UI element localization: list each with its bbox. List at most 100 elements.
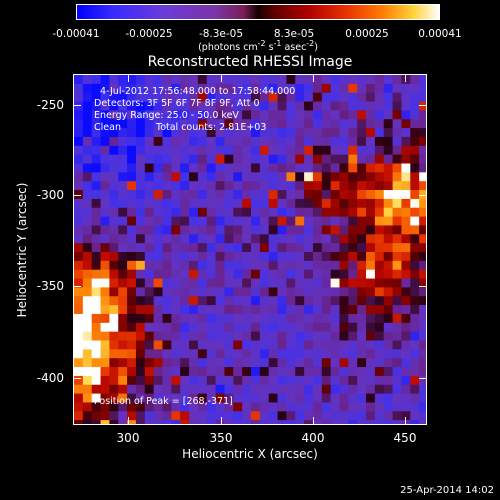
heatmap-cell — [286, 234, 296, 244]
heatmap-cell — [197, 260, 208, 271]
heatmap-cell — [295, 252, 305, 262]
axis-tick-mark — [221, 417, 222, 425]
heatmap-cell — [304, 198, 314, 209]
heatmap-cell — [277, 243, 287, 253]
heatmap-cell — [153, 287, 163, 297]
heatmap-cell — [277, 207, 287, 217]
heatmap-cell — [330, 420, 340, 424]
heatmap-cell — [144, 260, 155, 271]
heatmap-cell — [366, 181, 376, 191]
heatmap-cell — [135, 198, 146, 209]
heatmap-cell — [100, 367, 110, 377]
heatmap-cell — [91, 305, 101, 315]
heatmap-cell — [135, 420, 146, 424]
heatmap-cell — [251, 154, 261, 164]
heatmap-cell — [206, 172, 216, 182]
heatmap-cell — [259, 313, 270, 324]
heatmap-cell — [197, 216, 208, 226]
heatmap-cell — [330, 375, 340, 386]
heatmap-cell — [162, 269, 172, 279]
heatmap-cell — [277, 119, 287, 129]
heatmap-cell — [118, 154, 128, 164]
heatmap-cell — [127, 393, 137, 403]
heatmap-cell — [251, 119, 261, 129]
heatmap-cell — [206, 278, 216, 288]
heatmap-cell — [304, 402, 314, 412]
heatmap-cell — [366, 110, 376, 120]
heatmap-cell — [189, 181, 199, 191]
heatmap-cell — [277, 420, 287, 424]
heatmap-cell — [135, 92, 146, 102]
heatmap-cell — [392, 305, 402, 315]
heatmap-cell — [321, 92, 332, 102]
heatmap-cell — [233, 260, 243, 271]
heatmap-cell — [180, 128, 190, 138]
heatmap-cell — [224, 154, 234, 164]
heatmap-cell — [339, 322, 349, 333]
heatmap-cell — [366, 101, 376, 111]
heatmap-cell — [162, 411, 172, 421]
heatmap-cell — [410, 331, 420, 341]
heatmap-cell — [189, 75, 199, 85]
y-axis-label: Heliocentric Y (arcsec) — [15, 182, 29, 318]
heatmap-cell — [162, 172, 172, 182]
heatmap-cell — [180, 384, 190, 394]
heatmap-cell — [268, 172, 278, 182]
heatmap-cell — [206, 207, 216, 217]
heatmap-cell — [410, 136, 420, 147]
heatmap-image — [74, 75, 426, 424]
heatmap-cell — [374, 190, 385, 200]
heatmap-cell — [197, 322, 208, 333]
heatmap-cell — [233, 340, 243, 350]
heatmap-cell — [109, 207, 119, 217]
axis-tick-mark — [405, 417, 406, 425]
heatmap-cell — [251, 367, 261, 377]
heatmap-cell — [224, 243, 234, 253]
heatmap-cell — [259, 110, 270, 120]
heatmap-cell — [215, 402, 225, 412]
heatmap-cell — [295, 136, 305, 147]
heatmap-cell — [135, 358, 146, 368]
heatmap-cell — [286, 349, 296, 359]
heatmap-cell — [233, 358, 243, 368]
heatmap-cell — [277, 313, 287, 324]
heatmap-cell — [144, 296, 155, 306]
heatmap-cell — [374, 136, 385, 147]
heatmap-cell — [189, 420, 199, 424]
heatmap-cell — [224, 234, 234, 244]
heatmap-cell — [286, 92, 296, 102]
heatmap-cell — [277, 287, 287, 297]
heatmap-cell — [153, 225, 163, 235]
axis-tick-mark — [221, 74, 222, 82]
heatmap-cell — [144, 384, 155, 394]
heatmap-cell — [348, 393, 358, 403]
heatmap-cell — [91, 101, 101, 111]
heatmap-cell — [251, 225, 261, 235]
heatmap-cell — [251, 358, 261, 368]
heatmap-cell — [127, 181, 137, 191]
heatmap-cell — [162, 110, 172, 120]
heatmap-cell — [109, 367, 119, 377]
heatmap-cell — [401, 128, 411, 138]
heatmap-cell — [410, 75, 420, 85]
heatmap-cell — [215, 190, 225, 200]
heatmap-cell — [348, 331, 358, 341]
heatmap-cell — [339, 101, 349, 111]
heatmap-cell — [383, 83, 393, 94]
heatmap-cell — [162, 75, 172, 85]
heatmap-cell — [339, 402, 349, 412]
heatmap-cell — [304, 243, 314, 253]
heatmap-cell — [162, 358, 172, 368]
heatmap-cell — [312, 313, 323, 324]
y-tick-label: -250 — [36, 98, 64, 112]
heatmap-cell — [321, 216, 332, 226]
heatmap-cell — [162, 252, 172, 262]
heatmap-cell — [233, 313, 243, 324]
heatmap-cell — [277, 234, 287, 244]
x-axis-label: Heliocentric X (arcsec) — [182, 447, 318, 461]
heatmap-cell — [259, 269, 270, 279]
heatmap-cell — [357, 75, 367, 85]
heatmap-cell — [321, 420, 332, 424]
heatmap-cell — [100, 83, 110, 94]
heatmap-cell — [268, 101, 278, 111]
